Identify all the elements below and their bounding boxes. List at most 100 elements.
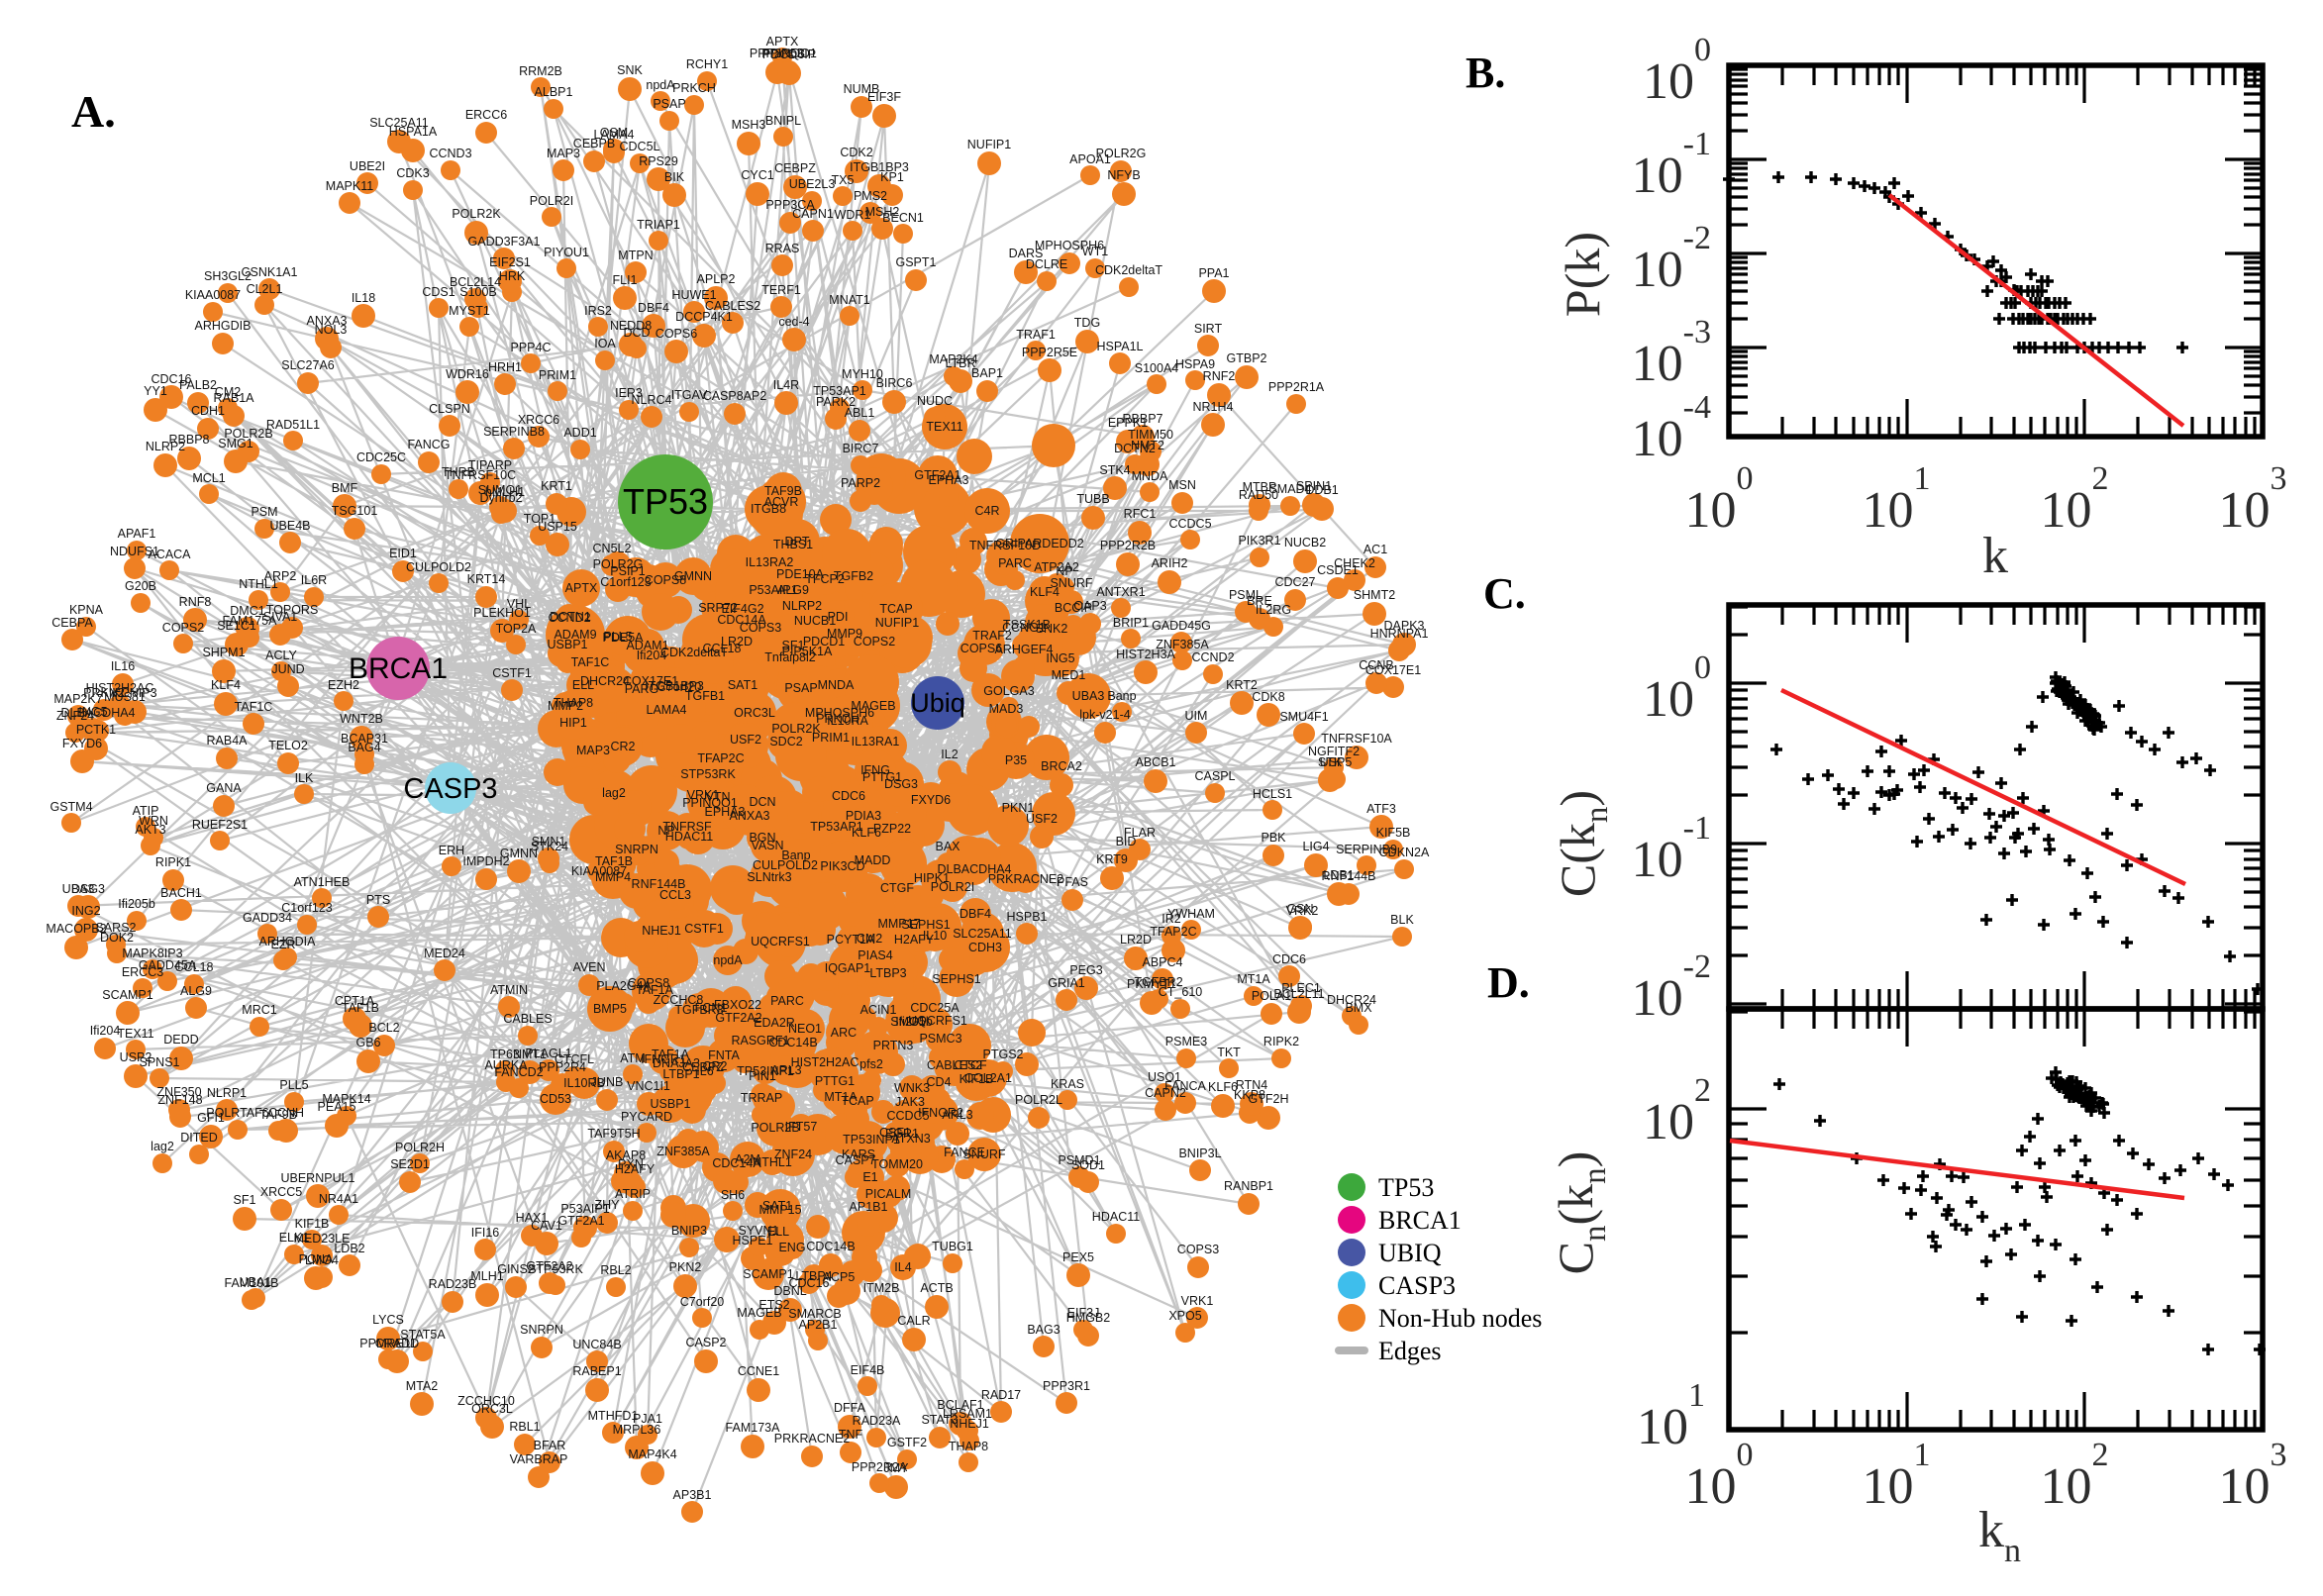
svg-text:GTF2A1: GTF2A1 [557, 1214, 604, 1228]
svg-text:EGR1: EGR1 [885, 1127, 919, 1141]
svg-text:SNK2: SNK2 [1036, 622, 1068, 636]
svg-text:NFYB: NFYB [1107, 168, 1140, 182]
svg-text:AKAP8: AKAP8 [606, 1148, 646, 1162]
svg-text:BNIP3L: BNIP3L [1178, 1147, 1221, 1160]
svg-text:CCNE1: CCNE1 [738, 1364, 779, 1378]
svg-text:ZCCHC10: ZCCHC10 [457, 1394, 515, 1408]
svg-text:PRKCH: PRKCH [816, 712, 859, 726]
svg-text:ADAM1: ADAM1 [626, 639, 668, 652]
svg-text:UBIQ: UBIQ [1378, 1239, 1442, 1267]
svg-text:CDS1: CDS1 [422, 285, 454, 299]
svg-text:RTN4: RTN4 [1236, 1078, 1267, 1092]
svg-text:COPS8: COPS8 [628, 976, 669, 990]
svg-text:EIF3J: EIF3J [1067, 1306, 1100, 1320]
svg-text:WT1: WT1 [1082, 245, 1108, 258]
svg-text:npdA: npdA [713, 953, 743, 967]
svg-text:TAF1B: TAF1B [595, 854, 633, 868]
svg-text:CLSPN: CLSPN [429, 402, 470, 416]
svg-text:CABLES2: CABLES2 [705, 299, 760, 313]
svg-text:SHMT2: SHMT2 [1354, 588, 1395, 602]
svg-text:IFNGR1: IFNGR1 [641, 1052, 686, 1066]
svg-text:COPS6: COPS6 [960, 642, 1002, 655]
svg-text:E1: E1 [862, 1170, 877, 1184]
svg-text:CASP2: CASP2 [686, 1336, 727, 1349]
svg-text:BMX: BMX [1345, 1001, 1372, 1015]
svg-text:RAD51L1: RAD51L1 [266, 418, 320, 432]
svg-text:C1orf123: C1orf123 [281, 901, 332, 915]
svg-text:KLF6: KLF6 [1208, 1080, 1238, 1094]
svg-text:LMO4: LMO4 [305, 1253, 339, 1267]
svg-text:BMF: BMF [332, 481, 358, 495]
svg-text:Dynlrb2: Dynlrb2 [479, 491, 522, 505]
svg-text:FAM101B: FAM101B [225, 1276, 279, 1290]
svg-text:GB6: GB6 [355, 1036, 380, 1049]
svg-text:IL6R: IL6R [301, 573, 327, 587]
svg-text:NLRC4: NLRC4 [632, 393, 672, 407]
svg-text:GSTF2: GSTF2 [887, 1436, 927, 1449]
svg-text:SHPM1: SHPM1 [202, 646, 245, 659]
svg-text:GMNN: GMNN [674, 569, 712, 583]
svg-text:COX17E1: COX17E1 [623, 674, 678, 688]
svg-text:PDE10A: PDE10A [776, 567, 825, 581]
svg-text:P53AIP1: P53AIP1 [560, 1202, 609, 1216]
svg-text:GSN: GSN [1286, 902, 1313, 916]
svg-text:RBL1: RBL1 [509, 1420, 540, 1434]
svg-text:MTHFD1: MTHFD1 [588, 1409, 639, 1423]
svg-text:NLRP1: NLRP1 [207, 1086, 247, 1100]
svg-text:ZHY: ZHY [595, 1198, 621, 1212]
svg-text:A2M: A2M [735, 1152, 760, 1166]
svg-text:DBNL: DBNL [773, 1284, 806, 1298]
svg-text:IL13RA2: IL13RA2 [746, 555, 794, 569]
svg-text:PYCARD: PYCARD [621, 1110, 672, 1124]
svg-text:Ifi205b: Ifi205b [895, 1015, 933, 1029]
svg-text:PRKRACNE2: PRKRACNE2 [774, 1432, 850, 1446]
svg-text:SIRT: SIRT [1194, 322, 1223, 336]
svg-text:TP53INP1: TP53INP1 [737, 1064, 794, 1078]
svg-text:YY1: YY1 [144, 384, 167, 398]
svg-text:OSM: OSM [600, 126, 628, 140]
svg-text:UBA3: UBA3 [62, 882, 95, 896]
svg-text:MCL1: MCL1 [192, 471, 225, 485]
svg-text:FAM175A: FAM175A [223, 614, 278, 628]
svg-text:TAF9B: TAF9B [259, 1108, 297, 1122]
svg-text:TP53AP1: TP53AP1 [810, 820, 863, 834]
svg-text:CCNB: CCNB [1359, 658, 1393, 672]
svg-text:PCNA: PCNA [299, 1252, 334, 1266]
svg-text:VTN: VTN [706, 790, 731, 804]
svg-text:GTF2A2: GTF2A2 [526, 1259, 572, 1273]
svg-text:CDK3: CDK3 [396, 166, 429, 180]
svg-text:TP53: TP53 [1378, 1173, 1434, 1202]
svg-text:Non-Hub nodes: Non-Hub nodes [1378, 1304, 1542, 1333]
svg-text:AP3B1: AP3B1 [673, 1488, 712, 1502]
svg-text:P53AIP1: P53AIP1 [749, 583, 797, 597]
svg-text:ZNF24: ZNF24 [774, 1147, 812, 1161]
svg-text:NTHL1: NTHL1 [753, 1155, 792, 1169]
svg-text:NHEJ1: NHEJ1 [642, 924, 681, 938]
svg-text:KLF4: KLF4 [211, 678, 241, 692]
svg-text:PPP2R5E: PPP2R5E [1022, 346, 1077, 359]
svg-text:PZP22: PZP22 [873, 822, 911, 836]
svg-text:SNK: SNK [617, 63, 643, 77]
svg-text:CDC16: CDC16 [789, 1276, 830, 1290]
svg-text:CL2L1: CL2L1 [247, 282, 283, 296]
svg-text:NEDD8: NEDD8 [610, 319, 652, 333]
svg-text:SERPINB8: SERPINB8 [483, 425, 545, 439]
svg-text:DNAJA3: DNAJA3 [653, 1056, 700, 1070]
svg-text:ATXN3: ATXN3 [891, 1132, 930, 1146]
svg-text:CABLES: CABLES [503, 1012, 552, 1026]
svg-text:TP53INP1: TP53INP1 [843, 1133, 900, 1147]
svg-text:PKN2: PKN2 [669, 1260, 702, 1274]
svg-text:STP53RK: STP53RK [680, 767, 736, 781]
svg-text:CD4: CD4 [926, 1075, 951, 1089]
svg-text:C1orf123: C1orf123 [600, 575, 651, 589]
svg-text:SMN1: SMN1 [532, 835, 566, 848]
svg-text:MAP2K4: MAP2K4 [929, 352, 977, 366]
svg-text:RNF144B: RNF144B [632, 877, 686, 891]
svg-text:MYH10: MYH10 [842, 367, 883, 381]
svg-text:THBS1: THBS1 [773, 538, 813, 551]
svg-text:RNF144B: RNF144B [1322, 869, 1376, 883]
svg-text:ANXA3: ANXA3 [730, 809, 770, 823]
svg-text:USP5: USP5 [1320, 755, 1353, 769]
svg-text:LRSAM1: LRSAM1 [943, 1407, 992, 1421]
svg-text:CDC27: CDC27 [1275, 575, 1316, 589]
